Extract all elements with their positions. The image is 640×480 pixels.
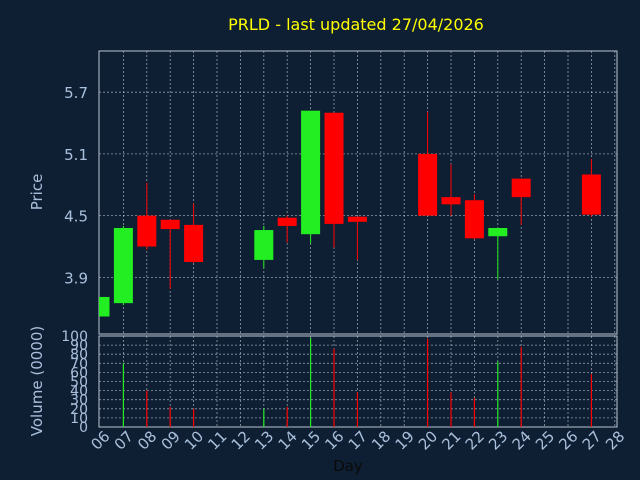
day-tick-label: 23 — [485, 427, 511, 453]
chart-title: PRLD - last updated 27/04/2026 — [228, 15, 484, 34]
price-tick-labels: 3.9 4.5 5.1 5.7 — [64, 84, 88, 287]
candle-body — [254, 230, 274, 260]
candle-body — [99, 296, 110, 317]
volume-tick-label: 60 — [70, 365, 88, 381]
day-tick-label: 07 — [111, 427, 137, 453]
day-tick-label: 13 — [251, 427, 277, 453]
candle-body — [441, 197, 461, 205]
volume-tick-label: 20 — [70, 402, 88, 418]
candle-body — [137, 215, 157, 247]
candle-body — [418, 153, 438, 216]
x-axis-label: Day — [333, 457, 363, 475]
price-grid — [99, 51, 617, 334]
day-tick-label: 11 — [204, 427, 230, 453]
day-tick-label: 16 — [321, 427, 347, 453]
day-tick-label: 08 — [134, 427, 160, 453]
day-tick-label: 09 — [158, 427, 184, 453]
candle-body — [347, 216, 367, 222]
volume-tick-label: 70 — [70, 356, 88, 372]
day-tick-labels: 0607080910111213141516171819202122232425… — [87, 427, 628, 453]
day-tick-label: 18 — [368, 427, 394, 453]
volume-axis-label: Volume (0000) — [28, 326, 46, 436]
day-tick-label: 06 — [87, 427, 113, 453]
volume-tick-label: 10 — [70, 411, 88, 427]
day-tick-label: 24 — [509, 427, 535, 453]
volume-tick-label: 90 — [70, 338, 88, 354]
price-tick-label: 3.9 — [64, 269, 88, 287]
day-tick-label: 17 — [345, 427, 371, 453]
candles — [99, 110, 601, 317]
price-axis-label: Price — [28, 174, 46, 211]
price-panel: 3.9 4.5 5.1 5.7 Price — [28, 50, 618, 335]
volume-tick-label: 80 — [70, 347, 88, 363]
candle-body — [464, 200, 484, 239]
day-tick-label: 19 — [392, 427, 418, 453]
volume-tick-label: 0 — [79, 420, 88, 436]
day-tick-label: 28 — [602, 427, 628, 453]
day-tick-label: 10 — [181, 427, 207, 453]
candle-body — [113, 228, 133, 304]
price-tick-label: 5.7 — [64, 84, 88, 102]
candle-body — [488, 228, 508, 237]
day-tick-label: 27 — [579, 427, 605, 453]
day-tick-label: 26 — [555, 427, 581, 453]
day-tick-label: 14 — [275, 427, 301, 453]
volume-tick-label: 40 — [70, 384, 88, 400]
volume-tick-label: 100 — [61, 329, 88, 345]
price-tick-label: 5.1 — [64, 146, 88, 164]
day-tick-label: 22 — [462, 427, 488, 453]
volume-bars — [122, 337, 593, 427]
price-panel-frame — [98, 50, 618, 335]
day-tick-label: 12 — [228, 427, 254, 453]
day-tick-label: 21 — [438, 427, 464, 453]
candle-body — [301, 110, 321, 235]
volume-tick-label: 30 — [70, 393, 88, 409]
day-tick-label: 20 — [415, 427, 441, 453]
day-tick-label: 15 — [298, 427, 324, 453]
day-tick-label: 25 — [532, 427, 558, 453]
candle-body — [277, 217, 297, 226]
candle-body — [184, 224, 204, 262]
candle-body — [324, 112, 344, 224]
candle-body — [160, 219, 180, 230]
price-tick-label: 4.5 — [64, 208, 88, 226]
volume-tick-label: 50 — [70, 375, 88, 391]
candle-body — [511, 178, 531, 198]
candle-body — [581, 174, 601, 215]
